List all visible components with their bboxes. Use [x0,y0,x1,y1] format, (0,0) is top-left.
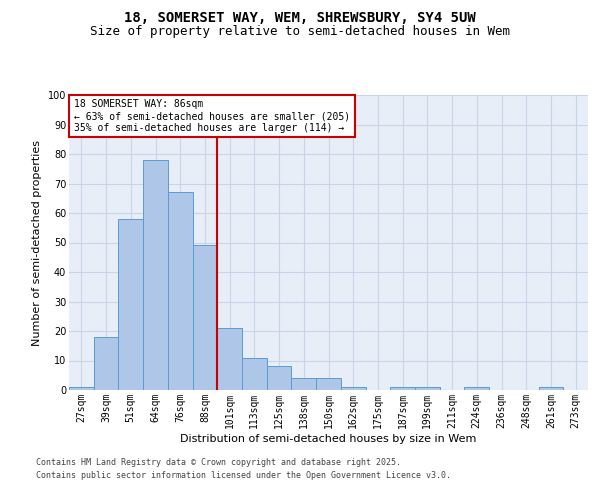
Bar [168,192,193,390]
Bar [118,219,143,390]
Bar [217,328,242,390]
Y-axis label: Number of semi-detached properties: Number of semi-detached properties [32,140,42,346]
Text: Size of property relative to semi-detached houses in Wem: Size of property relative to semi-detach… [90,24,510,38]
Bar [390,387,415,390]
X-axis label: Distribution of semi-detached houses by size in Wem: Distribution of semi-detached houses by … [181,434,476,444]
Bar [267,366,292,390]
Text: Contains HM Land Registry data © Crown copyright and database right 2025.: Contains HM Land Registry data © Crown c… [36,458,401,467]
Bar [193,246,217,390]
Text: 18 SOMERSET WAY: 86sqm
← 63% of semi-detached houses are smaller (205)
35% of se: 18 SOMERSET WAY: 86sqm ← 63% of semi-det… [74,100,350,132]
Bar [316,378,341,390]
Bar [143,160,168,390]
Text: 18, SOMERSET WAY, WEM, SHREWSBURY, SY4 5UW: 18, SOMERSET WAY, WEM, SHREWSBURY, SY4 5… [124,10,476,24]
Bar [69,387,94,390]
Bar [292,378,316,390]
Bar [242,358,267,390]
Bar [341,387,365,390]
Bar [94,337,118,390]
Bar [415,387,440,390]
Bar [464,387,489,390]
Bar [539,387,563,390]
Text: Contains public sector information licensed under the Open Government Licence v3: Contains public sector information licen… [36,472,451,480]
